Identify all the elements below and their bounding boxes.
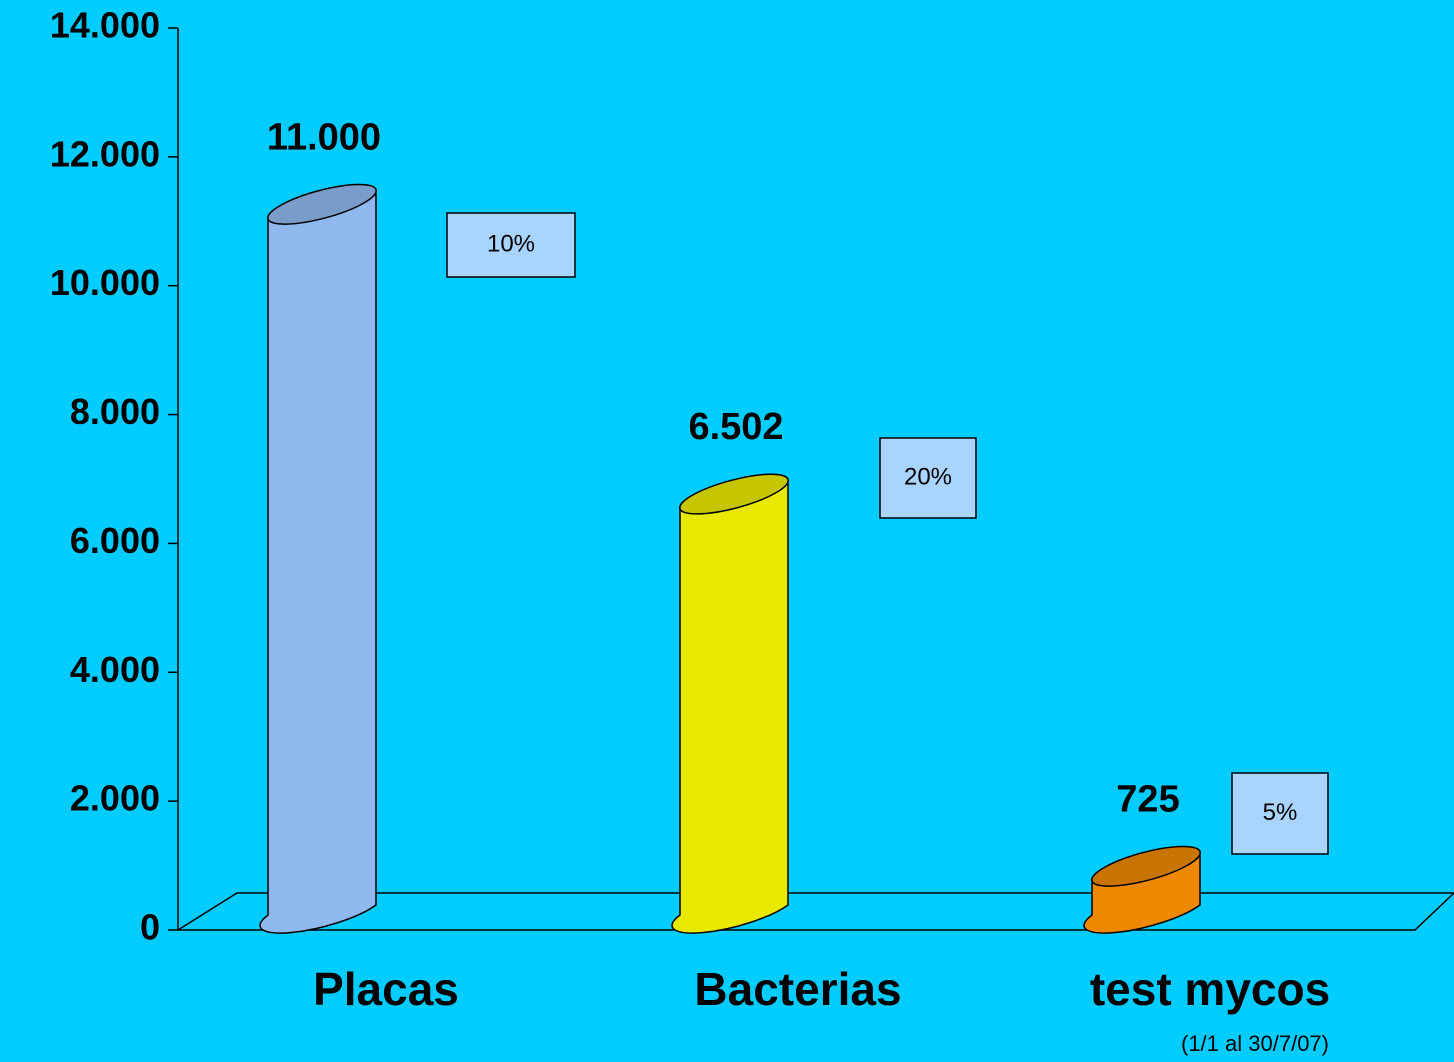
annotation: 20% <box>904 463 952 490</box>
x-tick-label: test mycos <box>1090 963 1330 1015</box>
bar-top <box>267 183 377 225</box>
annotation: 10% <box>487 230 535 257</box>
x-tick-label: Bacterias <box>694 963 901 1015</box>
bar <box>671 483 789 934</box>
y-tick-label: 12.000 <box>50 133 160 174</box>
annotation: 5% <box>1263 799 1298 826</box>
y-tick-label: 0 <box>140 907 160 948</box>
floor <box>175 892 1454 931</box>
bar <box>259 193 377 934</box>
y-tick-label: 4.000 <box>70 649 160 690</box>
y-tick-label: 14.000 <box>50 5 160 46</box>
value-label: 11.000 <box>267 116 381 158</box>
subtitle: (1/1 al 30/7/07) <box>1181 1031 1329 1056</box>
y-tick-label: 10.000 <box>50 262 160 303</box>
annotation-box <box>446 212 576 278</box>
y-tick-label: 6.000 <box>70 520 160 561</box>
x-tick-label: Placas <box>313 963 459 1015</box>
annotation-box <box>879 437 977 519</box>
annotation-box <box>1231 772 1329 855</box>
y-tick-label: 2.000 <box>70 778 160 819</box>
bar-top <box>1091 845 1201 887</box>
bar-top <box>679 473 789 515</box>
y-tick-label: 8.000 <box>70 391 160 432</box>
value-label: 6.502 <box>688 406 783 448</box>
value-label: 725 <box>1116 778 1179 820</box>
bar <box>1083 855 1201 934</box>
